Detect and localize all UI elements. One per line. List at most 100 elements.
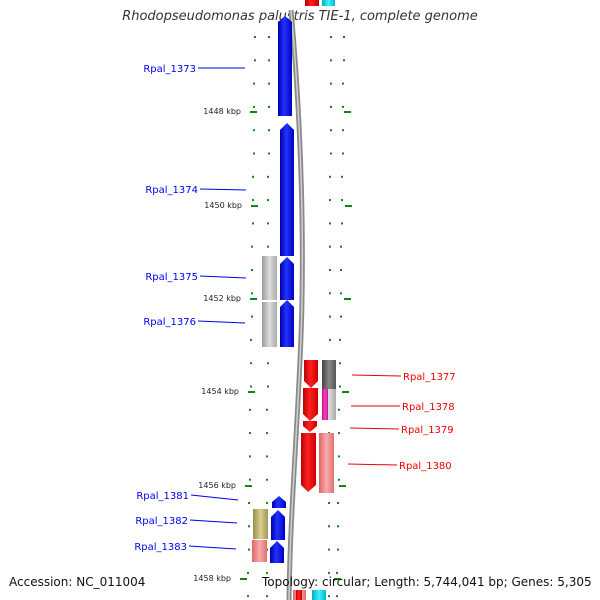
right-gene-labels: Rpal_1377 Rpal_1378 Rpal_1379 Rpal_1380 xyxy=(347,372,456,472)
tick-dot xyxy=(251,315,253,318)
gene-label-rpal-1376[interactable]: Rpal_1376 xyxy=(143,317,196,328)
gene-rpal-1381-arrow[interactable] xyxy=(272,496,286,508)
tick-dot xyxy=(253,152,255,155)
kbp-tick-left xyxy=(250,111,257,113)
tick-dot xyxy=(252,175,254,178)
kbp-tick-right xyxy=(339,485,346,487)
feature-pink-rpal-1380[interactable] xyxy=(319,433,334,493)
gene-callout-rpal-1375 xyxy=(199,275,247,279)
feature-red-bottom-partial xyxy=(296,590,302,600)
tick-dot xyxy=(341,199,343,202)
gene-rpal-1383-arrow[interactable] xyxy=(270,541,284,563)
gene-label-rpal-1382[interactable]: Rpal_1382 xyxy=(135,516,188,527)
tick-dot xyxy=(340,269,342,271)
tick-dot xyxy=(248,548,250,551)
gene-rpal-1374-arrow[interactable] xyxy=(280,123,294,256)
tick-dot xyxy=(252,222,254,225)
gene-rpal-1379-arrow[interactable] xyxy=(303,421,317,432)
accession-text: Accession: NC_011004 xyxy=(9,575,146,589)
tick-dot xyxy=(248,502,250,504)
gene-label-rpal-1375[interactable]: Rpal_1375 xyxy=(145,272,198,283)
gene-rpal-1375-arrow[interactable] xyxy=(280,257,294,300)
tick-dot xyxy=(250,362,252,365)
tick-dot xyxy=(338,432,340,435)
gene-rpal-1382-arrow[interactable] xyxy=(271,510,285,540)
feature-grey-rpal-1376[interactable] xyxy=(262,302,277,347)
tick-dot xyxy=(329,175,331,178)
tick-dot xyxy=(267,245,269,248)
kbp-tick-left xyxy=(250,298,257,300)
tick-dot xyxy=(340,315,342,318)
tick-dot xyxy=(329,269,331,271)
gene-rpal-1377-arrow[interactable] xyxy=(304,360,318,388)
tick-dot xyxy=(268,105,270,108)
gene-callout-rpal-1377 xyxy=(351,374,402,377)
gene-label-rpal-1378[interactable]: Rpal_1378 xyxy=(402,402,455,413)
gene-label-rpal-1380[interactable]: Rpal_1380 xyxy=(399,461,452,472)
kbp-tick-right xyxy=(334,578,341,580)
tick-dot xyxy=(342,129,344,132)
feature-pink-rpal-1383[interactable] xyxy=(252,540,267,562)
tick-dot xyxy=(251,292,253,295)
tick-dot xyxy=(328,525,330,528)
gene-rpal-1376-arrow[interactable] xyxy=(280,300,294,347)
gene-callout-rpal-1383 xyxy=(188,545,237,550)
tick-dot xyxy=(266,571,268,574)
tick-dot xyxy=(337,525,339,528)
tick-dot xyxy=(247,571,249,574)
tick-dot xyxy=(330,129,332,132)
kbp-tick-left xyxy=(240,578,247,580)
kbp-label: 1450 kbp xyxy=(204,201,242,210)
tick-dot xyxy=(267,175,269,178)
tick-dot xyxy=(339,338,341,341)
tick-dot xyxy=(338,408,340,411)
tick-dot xyxy=(268,59,270,62)
gene-callout-rpal-1376 xyxy=(197,320,246,324)
feature-magenta-rpal-1378[interactable] xyxy=(322,389,328,420)
tick-dot xyxy=(268,36,270,38)
tick-dot xyxy=(328,595,330,598)
tick-dot xyxy=(329,292,331,295)
genome-backbone-highlight xyxy=(288,9,304,600)
tick-dot xyxy=(330,152,332,155)
gene-label-rpal-1383[interactable]: Rpal_1383 xyxy=(134,542,187,553)
tick-dot xyxy=(339,385,341,388)
gene-callout-rpal-1380 xyxy=(347,463,398,466)
kbp-label: 1452 kbp xyxy=(203,294,241,303)
kbp-label: 1448 kbp xyxy=(203,107,241,116)
feature-dark-grey-rpal-1377[interactable] xyxy=(322,360,336,389)
tick-dot xyxy=(338,455,340,458)
tick-column-inner-right xyxy=(328,36,332,598)
tick-dot xyxy=(343,36,345,38)
gene-label-rpal-1381[interactable]: Rpal_1381 xyxy=(136,491,189,502)
kbp-tick-left xyxy=(245,485,252,487)
tick-dot xyxy=(342,152,344,155)
gene-label-rpal-1374[interactable]: Rpal_1374 xyxy=(145,185,198,196)
tick-dot xyxy=(337,548,339,551)
tick-dot xyxy=(266,478,268,481)
tick-dot xyxy=(340,292,342,295)
gene-label-rpal-1379[interactable]: Rpal_1379 xyxy=(401,425,454,436)
tick-dot xyxy=(268,82,270,85)
kbp-tick-right xyxy=(344,298,351,300)
tick-dot xyxy=(266,432,268,435)
tick-dot xyxy=(339,362,341,365)
gene-label-rpal-1373[interactable]: Rpal_1373 xyxy=(143,64,196,75)
feature-olive-rpal-1382[interactable] xyxy=(253,509,268,539)
tick-dot xyxy=(254,36,256,38)
feature-grey-rpal-1375[interactable] xyxy=(262,256,277,300)
tick-dot xyxy=(268,129,270,132)
tick-dot xyxy=(343,59,345,62)
genome-title: Rhodopseudomonas palustris TIE-1, comple… xyxy=(122,9,478,24)
tick-dot xyxy=(330,36,332,38)
gene-rpal-1378-arrow[interactable] xyxy=(303,388,318,421)
tick-dot xyxy=(338,478,340,481)
gene-rpal-1373-arrow[interactable] xyxy=(278,16,292,116)
tick-dot xyxy=(330,105,332,108)
gene-rpal-1380-arrow[interactable] xyxy=(301,433,316,492)
tick-dot xyxy=(249,478,251,481)
tick-dot xyxy=(252,199,254,202)
gene-callout-rpal-1379 xyxy=(349,427,400,430)
feature-cyan-top-partial xyxy=(322,0,335,6)
gene-label-rpal-1377[interactable]: Rpal_1377 xyxy=(403,372,456,383)
